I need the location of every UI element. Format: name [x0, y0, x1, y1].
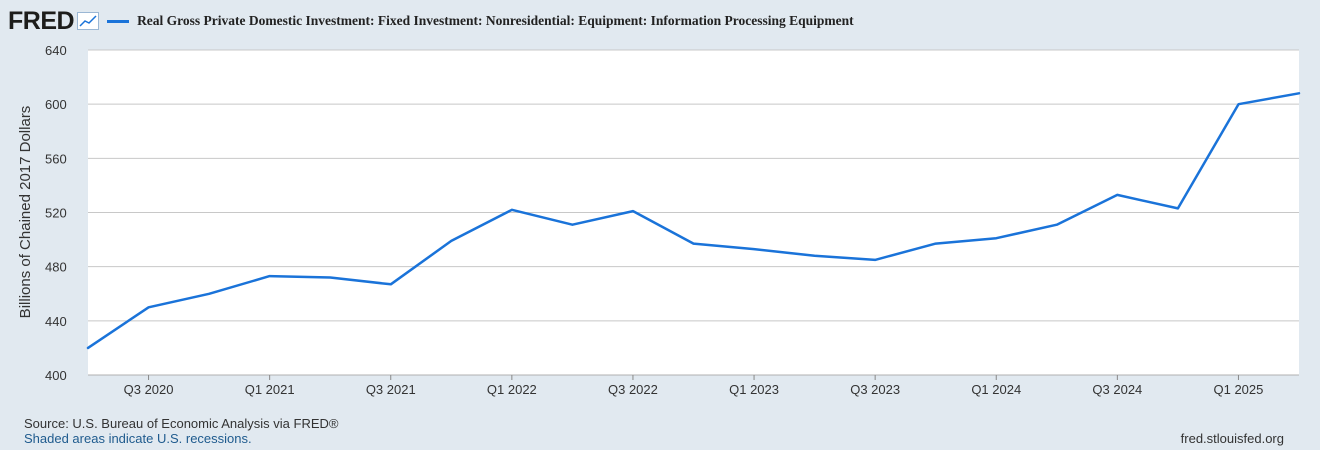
fred-url[interactable]: fred.stlouisfed.org	[1180, 431, 1284, 446]
data-point[interactable]	[448, 238, 454, 244]
data-point[interactable]	[1175, 205, 1181, 211]
x-axis-ticks: Q3 2020 Q1 2021 Q3 2021 Q1 2022 Q3 2022 Q1 20…	[88, 374, 1299, 397]
series-line[interactable]	[86, 92, 1301, 350]
data-point[interactable]	[993, 235, 999, 241]
data-point[interactable]	[206, 291, 212, 297]
y-tick-label: 400	[45, 368, 67, 383]
x-tick-label: Q3 2022	[608, 382, 658, 397]
y-axis-ticks: 400 440 480 520 560 600 640	[45, 43, 67, 383]
data-point[interactable]	[1235, 101, 1241, 107]
data-point[interactable]	[812, 253, 818, 259]
x-tick-label: Q1 2024	[971, 382, 1021, 397]
data-point[interactable]	[146, 304, 152, 310]
data-point[interactable]	[509, 207, 515, 213]
data-point[interactable]	[1114, 192, 1120, 198]
data-point[interactable]	[327, 275, 333, 281]
legend-label[interactable]: Real Gross Private Domestic Investment: …	[137, 13, 854, 28]
data-point[interactable]	[751, 246, 757, 252]
data-point[interactable]	[569, 222, 575, 228]
data-point[interactable]	[85, 345, 91, 351]
data-point[interactable]	[630, 208, 636, 214]
data-point[interactable]	[933, 241, 939, 247]
y-axis-title: Billions of Chained 2017 Dollars	[17, 106, 34, 319]
line-graph-icon	[77, 12, 100, 30]
gridlines	[88, 49, 1299, 322]
fred-logo[interactable]: FRED	[8, 6, 75, 35]
source-note: Source: U.S. Bureau of Economic Analysis…	[24, 416, 339, 431]
x-tick-label: Q1 2023	[729, 382, 779, 397]
y-tick-label: 520	[45, 206, 67, 221]
y-tick-label: 440	[45, 314, 67, 329]
x-tick-label: Q3 2020	[124, 382, 174, 397]
data-point[interactable]	[872, 257, 878, 263]
series-layer	[85, 90, 1302, 351]
y-tick-label: 560	[45, 151, 67, 166]
y-tick-label: 480	[45, 260, 67, 275]
x-tick-label: Q1 2025	[1214, 382, 1264, 397]
x-tick-label: Q1 2022	[487, 382, 537, 397]
data-point[interactable]	[388, 281, 394, 287]
legend-swatch	[107, 19, 130, 23]
x-tick-label: Q3 2024	[1092, 382, 1142, 397]
x-tick-label: Q3 2021	[366, 382, 416, 397]
x-tick-label: Q1 2021	[245, 382, 295, 397]
data-point[interactable]	[1296, 90, 1302, 96]
chart-header: FRED Real Gross Private Domestic Investm…	[8, 6, 854, 36]
x-tick-label: Q3 2023	[850, 382, 900, 397]
y-tick-label: 600	[45, 97, 67, 112]
data-point[interactable]	[267, 273, 273, 279]
recession-note[interactable]: Shaded areas indicate U.S. recessions.	[24, 431, 252, 446]
data-point[interactable]	[691, 241, 697, 247]
data-point[interactable]	[1054, 222, 1060, 228]
y-tick-label: 640	[45, 43, 67, 58]
